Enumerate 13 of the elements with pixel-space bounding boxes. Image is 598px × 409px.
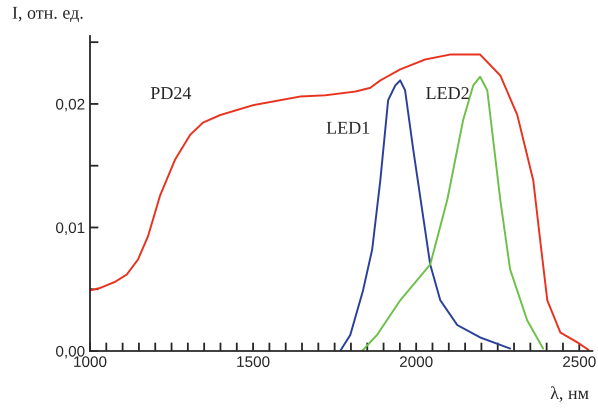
y-tick-label: 0,01 — [56, 222, 84, 235]
x-tick-label: 2000 — [400, 356, 433, 368]
y-tick-label: 0,02 — [56, 98, 84, 112]
series-label: LED1 — [326, 122, 370, 134]
line-series — [90, 54, 590, 351]
series-label: PD24 — [150, 87, 192, 100]
x-tick-label: 1500 — [237, 356, 270, 368]
series-label: LED2 — [426, 87, 469, 100]
y-tick-label: 0,00 — [56, 346, 85, 358]
y-axis-title: I, отн. ед. — [12, 6, 83, 22]
x-tick-label: 1000 — [74, 356, 106, 368]
x-axis-title: λ, нм — [550, 386, 589, 402]
x-tick-label: 2500 — [563, 356, 596, 368]
